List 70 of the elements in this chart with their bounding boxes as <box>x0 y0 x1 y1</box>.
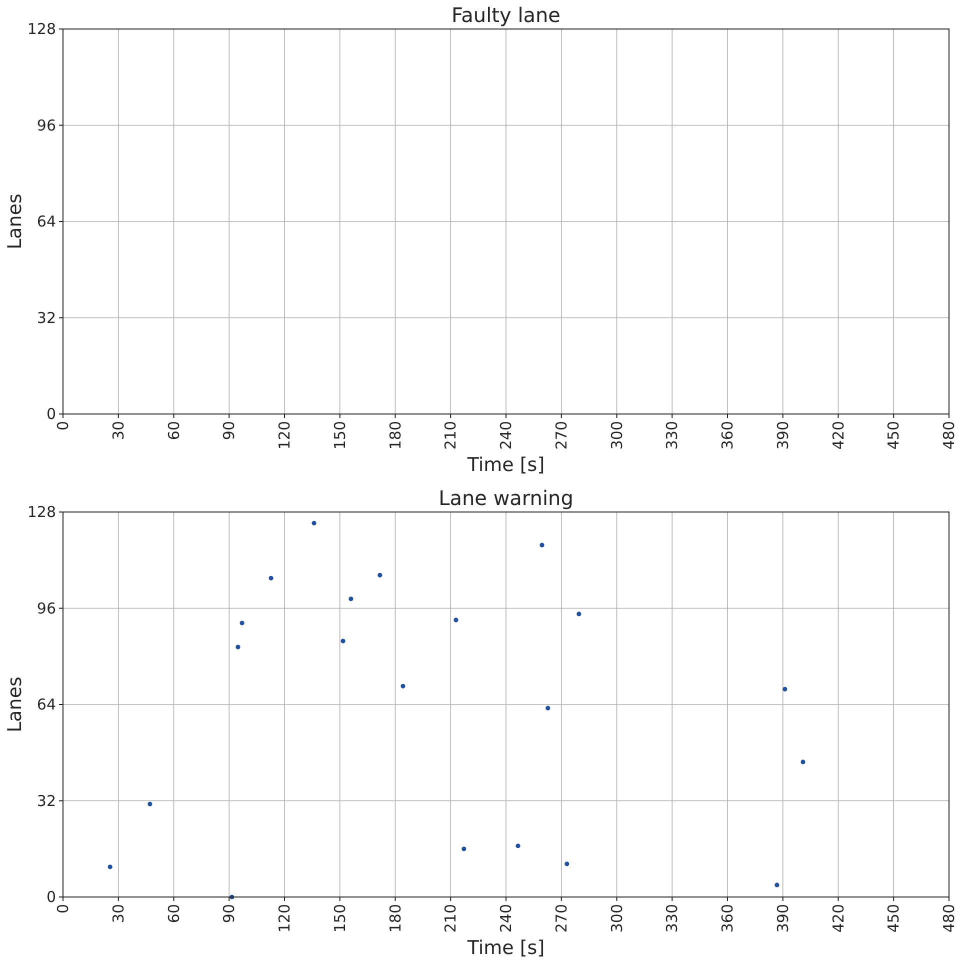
x-tick-label: 360 <box>718 904 736 933</box>
point <box>774 882 780 888</box>
point <box>240 620 244 626</box>
x-tick-label: 450 <box>884 904 903 933</box>
x-tick-label: 420 <box>829 904 848 933</box>
x-tick-label: 420 <box>829 421 848 450</box>
point <box>546 706 550 710</box>
x-tick-label: 60 <box>164 421 183 440</box>
chart-title: Faulty lane <box>452 3 560 27</box>
x-tick-label: 90 <box>220 421 238 440</box>
x-axis-title: Time [s] <box>466 454 545 476</box>
point <box>348 596 354 602</box>
chart-title: Lane warning <box>438 486 574 510</box>
y-tick-label: 32 <box>36 792 56 810</box>
y-tick-label: 64 <box>36 212 56 230</box>
x-tick-label: 180 <box>386 904 404 933</box>
x-tick-label: 390 <box>774 904 792 933</box>
y-axis-title: Lanes <box>4 676 26 732</box>
x-tick-label: 240 <box>497 421 515 450</box>
y-tick-label: 128 <box>27 20 56 38</box>
y-tick-label: 64 <box>36 696 56 714</box>
x-tick-label: 240 <box>497 904 515 933</box>
point <box>576 612 582 616</box>
x-tick-label: 150 <box>330 904 349 933</box>
y-tick-label: 96 <box>36 116 56 134</box>
point <box>378 572 382 578</box>
point <box>268 576 274 580</box>
x-tick-label: 390 <box>774 421 792 450</box>
x-tick-label: 450 <box>884 421 903 450</box>
point <box>148 802 152 806</box>
x-tick-label: 30 <box>109 421 128 440</box>
x-tick-label: 0 <box>54 421 72 431</box>
x-tick-label: 30 <box>109 904 128 924</box>
point <box>800 760 806 764</box>
x-tick-label: 90 <box>220 904 238 924</box>
y-tick-label: 0 <box>46 405 56 423</box>
x-tick-label: 300 <box>608 904 626 933</box>
x-tick-label: 210 <box>442 904 460 933</box>
x-tick-label: 180 <box>386 421 404 450</box>
x-tick-label: 120 <box>276 421 294 450</box>
x-tick-label: 300 <box>608 421 626 450</box>
x-tick-label: 270 <box>552 904 570 933</box>
x-tick-label: 150 <box>330 421 349 450</box>
point <box>462 846 466 852</box>
point <box>782 686 788 692</box>
y-tick-label: 32 <box>36 308 56 327</box>
x-tick-label: 330 <box>663 904 682 933</box>
x-tick-label: 210 <box>442 421 460 450</box>
x-axis-title: Time [s] <box>466 937 545 959</box>
x-tick-label: 270 <box>552 421 570 450</box>
y-tick-label: 96 <box>36 599 56 618</box>
point <box>454 618 458 622</box>
point <box>312 520 316 526</box>
y-tick-label: 128 <box>27 503 56 521</box>
y-axis-title: Lanes <box>4 194 26 250</box>
point <box>540 542 544 548</box>
point <box>340 638 346 644</box>
x-tick-label: 330 <box>663 421 682 450</box>
y-tick-label: 0 <box>46 888 56 906</box>
point <box>400 684 406 688</box>
point <box>516 844 520 848</box>
x-tick-label: 60 <box>164 904 183 924</box>
x-tick-label: 0 <box>54 904 72 914</box>
x-tick-label: 480 <box>940 904 958 933</box>
x-tick-label: 360 <box>718 421 736 450</box>
point <box>564 862 570 866</box>
x-tick-label: 480 <box>940 421 958 450</box>
x-tick-label: 120 <box>276 904 294 933</box>
point <box>236 644 240 650</box>
point <box>108 864 112 870</box>
